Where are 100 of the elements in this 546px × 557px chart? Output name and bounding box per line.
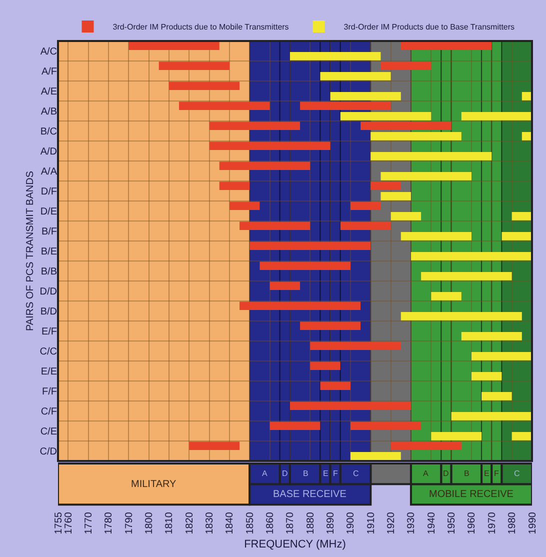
bar	[410, 252, 532, 260]
x-tick-label: 1910	[366, 512, 377, 534]
x-tick-label: 1830	[204, 512, 216, 534]
x-tick-label: 1770	[84, 512, 95, 534]
bar	[260, 262, 350, 270]
x-tick-label: 1900	[346, 512, 357, 534]
x-tick-label: 1970	[486, 512, 498, 534]
band-label: MOBILE RECEIVE	[429, 489, 514, 500]
bar	[522, 92, 532, 100]
band-label: D	[443, 469, 449, 478]
bar	[461, 332, 522, 340]
bar	[219, 162, 310, 170]
x-tick-label: 1880	[305, 512, 316, 534]
y-tick-label: E/F	[41, 326, 57, 338]
x-tick-label: 1940	[426, 512, 438, 534]
band-label: E	[484, 469, 490, 478]
x-tick-label: 1930	[406, 512, 418, 534]
x-tick-label: 1960	[466, 512, 478, 534]
bar	[421, 272, 512, 280]
bar	[168, 82, 240, 90]
y-tick-label: E/E	[40, 366, 58, 378]
bar	[320, 72, 391, 80]
bar	[350, 422, 422, 430]
bar	[502, 232, 532, 240]
bar	[471, 372, 502, 380]
bar	[300, 322, 361, 330]
y-tick-label: A/F	[41, 66, 57, 78]
bar	[512, 212, 532, 220]
band-label: C	[514, 469, 520, 478]
band-label: C	[353, 469, 359, 478]
bar	[240, 222, 310, 230]
bar	[380, 62, 432, 70]
x-tick-label: 1810	[164, 512, 176, 534]
bar	[471, 352, 532, 360]
bar	[482, 392, 512, 400]
bar	[400, 42, 492, 50]
bar	[270, 422, 320, 430]
bar	[512, 432, 532, 440]
band-label: A	[423, 469, 429, 478]
y-tick-label: F/F	[42, 386, 57, 398]
y-tick-label: B/C	[40, 126, 57, 138]
y-tick-label: C/C	[40, 346, 57, 358]
bar	[300, 102, 391, 110]
bar	[400, 312, 522, 320]
bar	[290, 402, 411, 410]
bar	[431, 432, 482, 440]
band-label: BASE RECEIVE	[273, 489, 347, 500]
x-tick-label: 1890	[326, 512, 337, 534]
bar	[290, 52, 381, 60]
bar	[380, 172, 472, 180]
y-tick-label: D/E	[40, 206, 58, 218]
band-label: F	[333, 469, 338, 478]
bar	[451, 412, 532, 420]
y-tick-label: C/E	[40, 426, 58, 438]
bar	[310, 342, 401, 350]
bar	[240, 302, 361, 310]
band-label: A	[262, 469, 268, 478]
y-tick-label: A/E	[40, 86, 58, 98]
bar	[390, 212, 422, 220]
y-tick-label: B/D	[40, 306, 57, 318]
legend-label: 3rd-Order IM Products due to Mobile Transmitters	[112, 22, 289, 32]
bar	[522, 132, 532, 140]
x-tick-label: 1860	[265, 512, 276, 534]
bar	[219, 182, 250, 190]
bar	[350, 202, 381, 210]
bar	[340, 222, 391, 230]
bar	[179, 102, 270, 110]
bar	[189, 442, 240, 450]
bar	[158, 62, 230, 70]
x-tick-label: 1920	[386, 512, 398, 534]
band-label: B	[303, 469, 308, 478]
legend-label: 3rd-Order IM Products due to Base Transmitters	[344, 22, 515, 32]
bar	[431, 292, 462, 300]
x-tick-label: 1850	[244, 512, 256, 534]
bar	[390, 442, 462, 450]
x-tick-label: 1760	[63, 512, 74, 534]
x-tick-label: 1820	[184, 512, 196, 534]
bar	[209, 122, 300, 130]
bar	[330, 92, 401, 100]
band-label: F	[494, 469, 499, 478]
bar	[250, 242, 371, 250]
band-label: D	[282, 469, 288, 478]
y-tick-label: A/C	[40, 46, 57, 58]
x-tick-label: 1755	[53, 512, 64, 534]
bar	[400, 232, 472, 240]
x-tick-label: 1800	[144, 512, 156, 534]
y-tick-label: C/F	[40, 406, 57, 418]
y-tick-label: D/F	[40, 186, 57, 198]
band-label: B	[464, 469, 470, 478]
y-tick-label: A/B	[40, 106, 58, 118]
bar	[229, 202, 260, 210]
bar	[370, 182, 401, 190]
bar	[380, 192, 411, 200]
bar	[370, 152, 492, 160]
bar	[310, 362, 340, 370]
y-tick-label: C/D	[40, 446, 57, 458]
x-axis-title: FREQUENCY (MHz)	[244, 538, 346, 550]
x-tick-label: 1840	[224, 512, 236, 534]
bar	[209, 142, 330, 150]
y-tick-label: B/B	[40, 266, 58, 278]
